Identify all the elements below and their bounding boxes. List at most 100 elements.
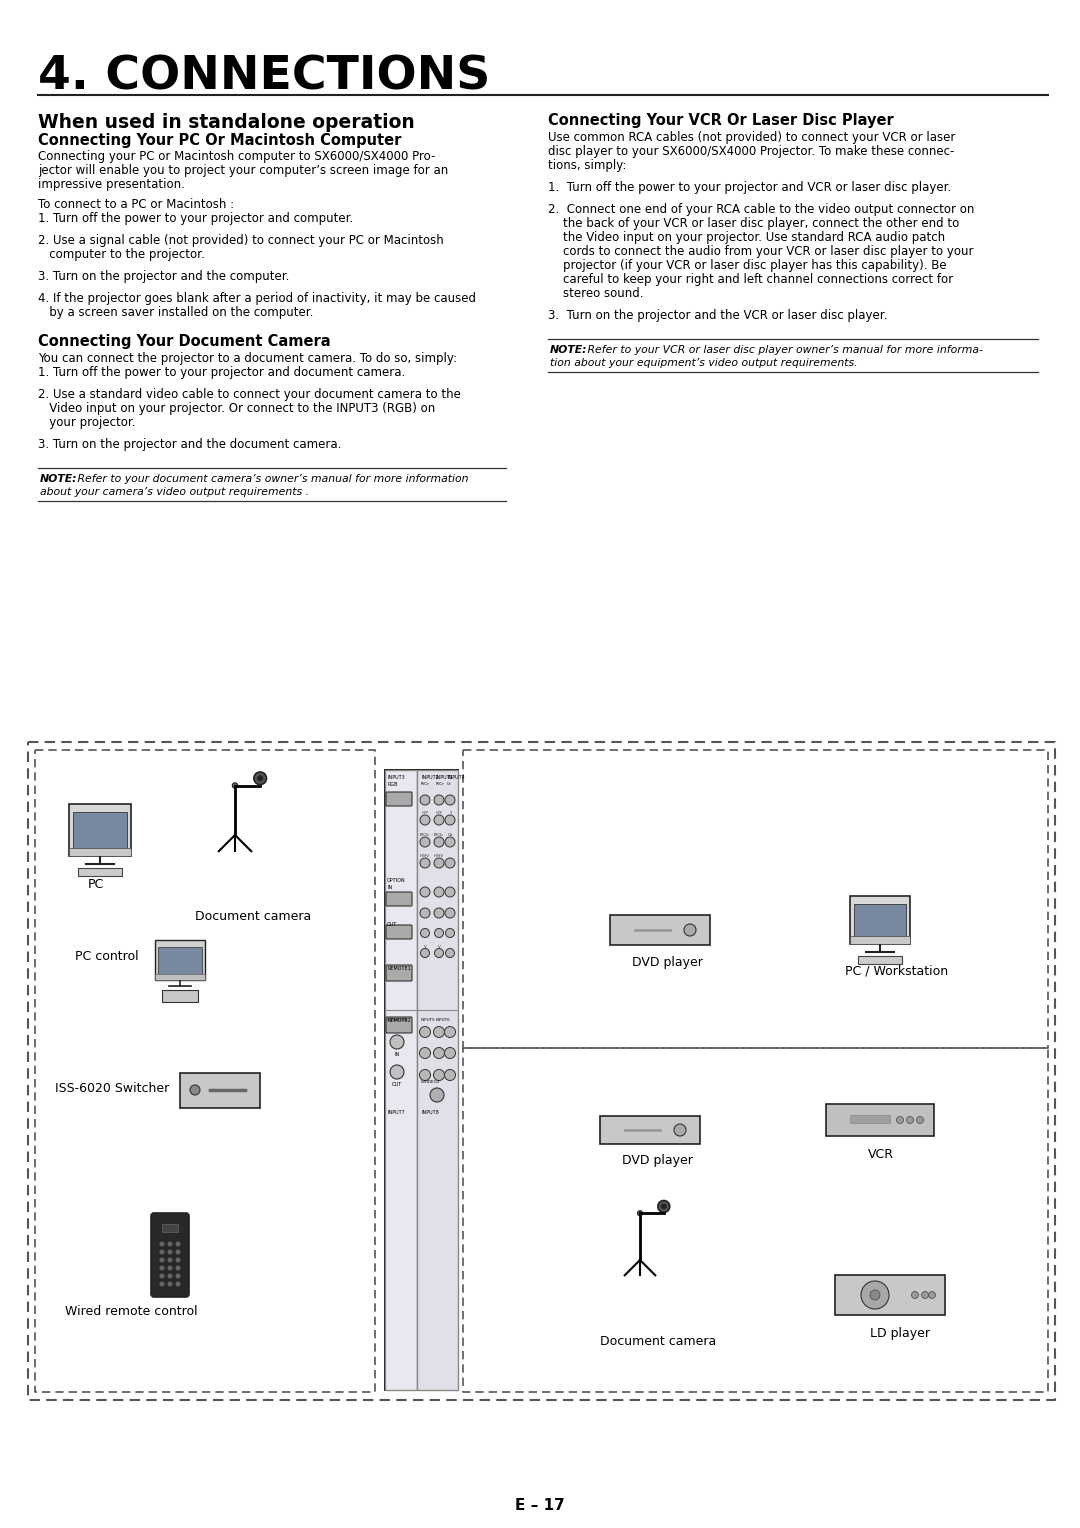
FancyBboxPatch shape	[610, 915, 710, 944]
Text: OUT: OUT	[387, 921, 397, 927]
Circle shape	[160, 1273, 164, 1279]
Text: tion about your equipment’s video output requirements.: tion about your equipment’s video output…	[550, 358, 858, 368]
Text: H/HV: H/HV	[420, 854, 430, 859]
Text: INPUT8: INPUT8	[421, 1109, 438, 1115]
FancyBboxPatch shape	[835, 1274, 945, 1316]
Circle shape	[420, 949, 430, 958]
Text: S-VIDEO2: S-VIDEO2	[421, 1080, 441, 1083]
Text: Cb: Cb	[447, 833, 453, 837]
Text: PC control: PC control	[75, 950, 138, 963]
Circle shape	[674, 1125, 686, 1135]
Text: jector will enable you to project your computer’s screen image for an: jector will enable you to project your c…	[38, 163, 448, 177]
Circle shape	[420, 859, 430, 868]
Text: stereo sound.: stereo sound.	[548, 287, 644, 299]
Circle shape	[434, 886, 444, 897]
Circle shape	[390, 1034, 404, 1050]
FancyBboxPatch shape	[156, 973, 205, 979]
Circle shape	[637, 1210, 643, 1216]
Text: Refer to your VCR or laser disc player owner’s manual for more informa-: Refer to your VCR or laser disc player o…	[584, 345, 983, 354]
Text: R/Cr: R/Cr	[421, 782, 430, 785]
Circle shape	[167, 1250, 173, 1254]
Text: Document camera: Document camera	[195, 911, 311, 923]
FancyBboxPatch shape	[384, 770, 458, 1390]
Circle shape	[445, 795, 455, 805]
Circle shape	[390, 1065, 404, 1079]
Text: tions, simply:: tions, simply:	[548, 159, 626, 173]
Circle shape	[861, 1280, 889, 1309]
Circle shape	[419, 1027, 431, 1038]
Text: DVD player: DVD player	[622, 1154, 693, 1167]
Text: INPUT4: INPUT4	[447, 775, 464, 779]
Text: cords to connect the audio from your VCR or laser disc player to your: cords to connect the audio from your VCR…	[548, 244, 973, 258]
Text: Document camera: Document camera	[600, 1335, 716, 1348]
FancyBboxPatch shape	[386, 966, 411, 981]
Text: 4. If the projector goes blank after a period of inactivity, it may be caused: 4. If the projector goes blank after a p…	[38, 292, 476, 306]
FancyBboxPatch shape	[386, 792, 411, 805]
Text: INPUT3: INPUT3	[387, 775, 405, 779]
Circle shape	[190, 1085, 200, 1096]
Circle shape	[870, 1290, 880, 1300]
Text: 3. Turn on the projector and the document camera.: 3. Turn on the projector and the documen…	[38, 439, 341, 451]
Text: To connect to a PC or Macintosh :: To connect to a PC or Macintosh :	[38, 199, 234, 211]
Text: G/Y: G/Y	[435, 811, 443, 814]
Text: careful to keep your right and left channel connections correct for: careful to keep your right and left chan…	[548, 274, 954, 286]
Circle shape	[433, 1070, 445, 1080]
Text: INPUT5: INPUT5	[421, 1018, 435, 1022]
FancyBboxPatch shape	[386, 924, 411, 940]
Text: the Video input on your projector. Use standard RCA audio patch: the Video input on your projector. Use s…	[548, 231, 945, 244]
Circle shape	[446, 949, 455, 958]
Text: You can connect the projector to a document camera. To do so, simply:: You can connect the projector to a docum…	[38, 351, 457, 365]
Text: PC / Workstation: PC / Workstation	[845, 964, 948, 976]
Text: H/HV: H/HV	[434, 854, 444, 859]
Circle shape	[420, 814, 430, 825]
FancyBboxPatch shape	[850, 895, 910, 944]
Circle shape	[419, 1048, 431, 1059]
Circle shape	[175, 1258, 180, 1262]
Circle shape	[434, 837, 444, 847]
Circle shape	[419, 1070, 431, 1080]
Circle shape	[661, 1204, 666, 1209]
Text: Connecting Your Document Camera: Connecting Your Document Camera	[38, 335, 330, 348]
Text: B/Cb: B/Cb	[420, 833, 430, 837]
Text: 3. Turn on the projector and the computer.: 3. Turn on the projector and the compute…	[38, 270, 289, 283]
Text: E – 17: E – 17	[515, 1497, 565, 1513]
Text: Y: Y	[449, 811, 451, 814]
Text: V: V	[437, 944, 441, 949]
Text: IN: IN	[394, 1051, 400, 1057]
Text: 1. Turn off the power to your projector and computer.: 1. Turn off the power to your projector …	[38, 212, 353, 225]
Circle shape	[434, 795, 444, 805]
Circle shape	[420, 908, 430, 918]
Circle shape	[445, 1070, 456, 1080]
Circle shape	[445, 1048, 456, 1059]
Circle shape	[906, 1117, 914, 1123]
Text: projector (if your VCR or laser disc player has this capability). Be: projector (if your VCR or laser disc pla…	[548, 260, 947, 272]
Text: computer to the projector.: computer to the projector.	[38, 248, 205, 261]
Circle shape	[167, 1282, 173, 1287]
Text: 2.  Connect one end of your RCA cable to the video output connector on: 2. Connect one end of your RCA cable to …	[548, 203, 974, 215]
Circle shape	[175, 1273, 180, 1279]
Text: Connecting Your VCR Or Laser Disc Player: Connecting Your VCR Or Laser Disc Player	[548, 113, 894, 128]
Text: REMOTE2: REMOTE2	[387, 1018, 410, 1024]
FancyBboxPatch shape	[73, 811, 127, 853]
Circle shape	[175, 1265, 180, 1270]
Circle shape	[160, 1258, 164, 1262]
Circle shape	[160, 1241, 164, 1247]
FancyBboxPatch shape	[386, 1018, 411, 1033]
Circle shape	[257, 776, 262, 781]
Text: LD player: LD player	[870, 1326, 930, 1340]
Circle shape	[445, 1027, 456, 1038]
Circle shape	[433, 1048, 445, 1059]
Text: about your camera’s video output requirements .: about your camera’s video output require…	[40, 487, 309, 497]
Text: Connecting your PC or Macintosh computer to SX6000/SX4000 Pro-: Connecting your PC or Macintosh computer…	[38, 150, 435, 163]
Circle shape	[420, 795, 430, 805]
Text: Refer to your document camera’s owner’s manual for more information: Refer to your document camera’s owner’s …	[75, 474, 469, 484]
Circle shape	[921, 1291, 929, 1299]
Text: the back of your VCR or laser disc player, connect the other end to: the back of your VCR or laser disc playe…	[548, 217, 959, 231]
Circle shape	[420, 837, 430, 847]
Text: REMOTE1: REMOTE1	[387, 966, 410, 970]
Text: VCR: VCR	[868, 1148, 894, 1161]
Circle shape	[160, 1282, 164, 1287]
Circle shape	[420, 886, 430, 897]
FancyBboxPatch shape	[69, 804, 131, 856]
FancyBboxPatch shape	[858, 957, 902, 964]
